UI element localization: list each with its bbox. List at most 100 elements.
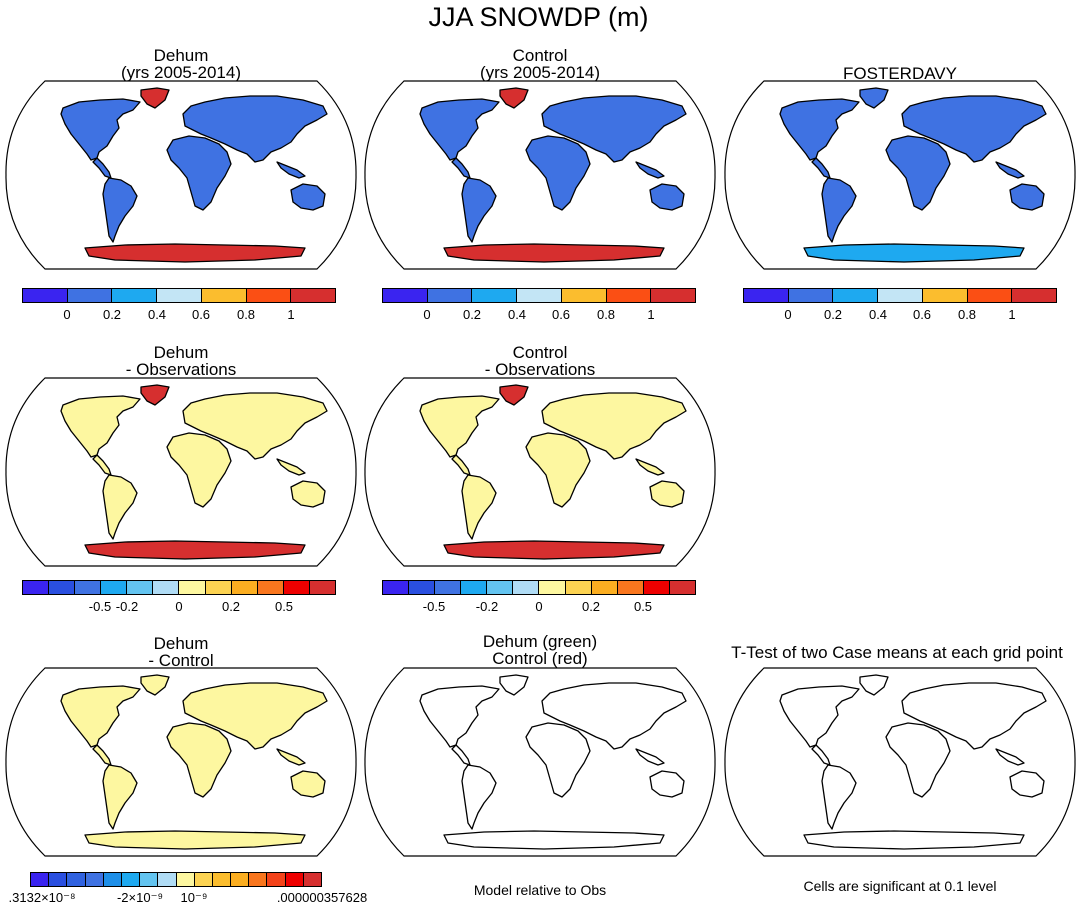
- tick-label: 0.4: [147, 307, 167, 322]
- landmass-australia: [290, 480, 326, 508]
- landmass-africa: [166, 135, 232, 211]
- landmass-northAmerica: [419, 98, 500, 161]
- landmass-centralAm: [811, 157, 831, 179]
- landmass-southAmerica: [102, 474, 138, 540]
- landmass-northAmerica: [779, 685, 860, 748]
- landmass-eurasia: [541, 95, 687, 163]
- colorbar-swatch: [249, 873, 268, 886]
- colorbar-swatch: [246, 289, 292, 302]
- map-green-red: [364, 667, 716, 857]
- landmass-greenland: [499, 674, 529, 696]
- colorbar-control: [382, 288, 696, 303]
- landmass-australia: [649, 770, 685, 798]
- landmass-greenland: [140, 674, 170, 696]
- landmass-australia: [649, 183, 685, 211]
- tick-label: 0.6: [551, 307, 571, 322]
- landmass-southAmerica: [102, 177, 138, 243]
- colorbar-swatch: [643, 581, 670, 594]
- landmass-australia: [1009, 183, 1045, 211]
- map-control-obs: [364, 377, 716, 567]
- colorbar-swatch: [309, 581, 335, 594]
- map-frame: [724, 667, 1076, 857]
- colorbar-swatch: [127, 581, 154, 594]
- colorbar-swatch: [85, 873, 104, 886]
- tick-label: 1: [287, 307, 295, 322]
- tick-label: 0.5: [274, 599, 294, 614]
- tick-label: 0.8: [236, 307, 256, 322]
- landmass-greenland: [859, 87, 889, 109]
- tick-label: .000000357628: [276, 890, 368, 905]
- colorbar-swatch: [231, 581, 258, 594]
- colorbar-swatch: [303, 873, 321, 886]
- colorbar-swatch: [427, 289, 473, 302]
- landmass-southAmerica: [821, 764, 857, 830]
- colorbar-swatch: [606, 289, 652, 302]
- colorbar-swatch: [176, 873, 195, 886]
- landmass-southAmerica: [461, 764, 497, 830]
- colorbar-swatch: [121, 873, 141, 886]
- tick-label: 0: [423, 307, 431, 322]
- colorbar-swatch: [922, 289, 968, 302]
- landmass-centralAm: [451, 157, 471, 179]
- colorbar-swatch: [23, 289, 68, 302]
- landmass-greenland: [140, 87, 170, 109]
- colorbar-swatch: [67, 873, 86, 886]
- landmass-australia: [290, 183, 326, 211]
- map-ttest: [724, 667, 1076, 857]
- landmass-australia: [1009, 770, 1045, 798]
- landmass-antarctic: [84, 540, 306, 560]
- landmass-africa: [525, 135, 591, 211]
- colorbar-swatch: [112, 289, 158, 302]
- landmass-australia: [290, 770, 326, 798]
- tick-label: .3132×10⁻⁸: [8, 890, 76, 905]
- colorbar-swatch: [565, 581, 592, 594]
- tick-label: 0.6: [191, 307, 211, 322]
- colorbar-swatch: [539, 581, 566, 594]
- colorbar-swatch: [744, 289, 789, 302]
- colorbar-swatch: [49, 581, 76, 594]
- tick-label: 1: [647, 307, 655, 322]
- landmass-greenland: [499, 384, 529, 406]
- colorbar-swatch: [487, 581, 514, 594]
- note-model-relative: Model relative to Obs: [473, 882, 607, 898]
- tick-label: 0.4: [868, 307, 888, 322]
- tick-label: 0.4: [507, 307, 527, 322]
- landmass-northAmerica: [419, 685, 500, 748]
- landmass-seAsia: [635, 161, 665, 179]
- colorbar-swatch: [513, 581, 540, 594]
- colorbar-dehum-obs: [22, 580, 336, 595]
- colorbar-swatch: [291, 289, 336, 302]
- landmass-greenland: [499, 87, 529, 109]
- landmass-seAsia: [276, 458, 306, 476]
- colorbar-swatch: [285, 873, 304, 886]
- landmass-antarctic: [803, 243, 1025, 263]
- tick-label: 0.6: [912, 307, 932, 322]
- map-dehum-obs: [5, 377, 357, 567]
- tick-label: -0.5: [88, 599, 112, 614]
- landmass-africa: [166, 722, 232, 798]
- colorbar-swatch: [205, 581, 232, 594]
- tick-label: 0.2: [823, 307, 843, 322]
- tick-label: 0.2: [581, 599, 601, 614]
- tick-label: 0: [63, 307, 71, 322]
- landmass-africa: [885, 135, 951, 211]
- landmass-antarctic: [803, 830, 1025, 850]
- landmass-antarctic: [84, 830, 306, 850]
- landmass-centralAm: [92, 454, 112, 476]
- landmass-centralAm: [451, 744, 471, 766]
- landmass-antarctic: [443, 830, 665, 850]
- colorbar-dehum: [22, 288, 336, 303]
- landmass-antarctic: [84, 243, 306, 263]
- panel-title-dehum-obs: Dehum - Observations: [125, 343, 237, 379]
- colorbar-swatch: [140, 873, 159, 886]
- colorbar-obs: [743, 288, 1057, 303]
- landmass-antarctic: [443, 540, 665, 560]
- landmass-greenland: [140, 384, 170, 406]
- landmass-northAmerica: [779, 98, 860, 161]
- tick-label: 0.8: [596, 307, 616, 322]
- tick-label: 0.2: [462, 307, 482, 322]
- tick-label: 0.2: [221, 599, 241, 614]
- tick-label: 0: [784, 307, 792, 322]
- tick-label: -0.5: [422, 599, 446, 614]
- tick-label: -0.2: [475, 599, 499, 614]
